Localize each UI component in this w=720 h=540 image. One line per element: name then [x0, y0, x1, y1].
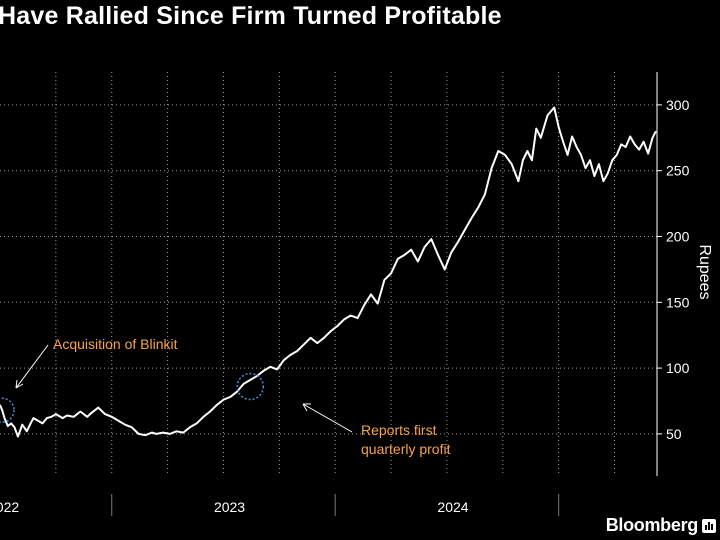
x-tick-label: 2023	[214, 499, 245, 515]
annotation-label: Acquisition of Blinkit	[53, 336, 178, 352]
y-tick-label: 100	[666, 360, 690, 376]
y-axis: 50 100 150 200 250 300 Rupees	[656, 72, 713, 476]
y-tick-label: 150	[666, 294, 690, 310]
gridlines	[0, 72, 657, 476]
price-line	[0, 106, 657, 438]
annotation-label: quarterly profit	[361, 441, 451, 457]
bloomberg-logo-icon	[702, 518, 716, 533]
x-axis: 2022 2023 2024	[0, 494, 560, 516]
y-tick-label: 200	[666, 228, 690, 244]
annotation-arrow	[302, 403, 353, 433]
x-tick-label: 2022	[0, 499, 19, 515]
y-tick-label: 300	[666, 97, 690, 113]
annotation-marker	[0, 397, 15, 423]
source-name: Bloomberg	[605, 515, 699, 535]
x-tick-label: 2024	[437, 499, 468, 515]
annotations: Acquisition of Blinkit Reports first quart…	[0, 336, 451, 457]
y-tick-label: 50	[666, 426, 682, 442]
y-axis-title: Rupees	[696, 244, 713, 299]
annotation-marker	[236, 372, 265, 401]
arrow-head-icon	[302, 403, 311, 412]
annotation-arrow	[15, 344, 49, 389]
annotation-label: Reports first	[361, 422, 437, 438]
arrow-head-icon	[15, 379, 24, 389]
y-tick-label: 250	[666, 163, 690, 179]
source-logo: Bloomberg	[606, 515, 716, 536]
chart-title: Have Rallied Since Firm Turned Profitabl…	[0, 2, 502, 30]
